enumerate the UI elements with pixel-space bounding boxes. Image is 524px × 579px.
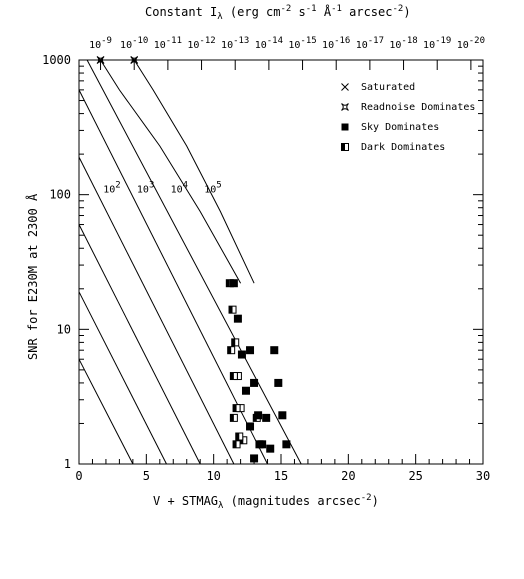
curve-label: 103 [137,181,154,196]
y-axis-label: SNR for E230M at 2300 Å [25,193,40,360]
snr-curve [78,224,201,465]
y-tick-label: 10 [57,322,71,336]
top-tick-label: 10-19 [423,36,451,51]
sky-dominates-marker [270,346,279,355]
top-tick-label: 10-9 [89,36,112,51]
axes: 0 5 10 15 20 25 30 1 10 100 1000 10-9 10-10 10-11 10-1… [42,36,490,483]
sky-dominates-marker [282,440,291,449]
sky-dominates-marker [250,454,259,463]
y-tick-label: 1 [64,457,71,471]
curve-label: 102 [103,181,120,196]
sky-dominates-marker [246,422,255,431]
dark-dominates-marker-fill [233,440,237,448]
sky-dominates-marker [233,314,242,323]
snr-curve [78,291,167,465]
x-tick-label: 20 [341,469,355,483]
snr-curve [133,59,255,284]
x-tick-label: 25 [408,469,422,483]
sky-dominates-marker [274,378,283,387]
top-tick-label: 10-17 [356,36,384,51]
dark-dominates-marker-fill [230,414,234,422]
y-tick-label: 1000 [42,53,71,67]
curve-label: 105 [204,181,221,196]
legend-label: Readnoise Dominates [361,102,475,113]
top-tick-label: 10-15 [288,36,316,51]
legend-symbol-dark-fill [341,143,345,151]
sky-dominates-marker [229,279,238,288]
legend-symbol-sky [341,123,349,131]
sky-dominates-marker [266,444,275,453]
top-tick-label: 10-16 [322,36,350,51]
top-tick-label: 10-20 [457,36,485,51]
legend-label: Dark Dominates [361,142,445,153]
dark-dominates-marker-fill [231,338,236,346]
sky-dominates-marker [250,378,259,387]
x-tick-label: 30 [476,469,490,483]
top-tick-label: 10-12 [187,36,215,51]
sky-dominates-marker [254,411,263,420]
legend: Saturated Readnoise Dominates Sky Dominate… [341,82,475,153]
dark-dominates-marker-fill [235,433,240,441]
snr-curve [78,89,268,465]
sky-dominates-marker [258,440,267,449]
plot-frame [78,59,484,465]
curve-label: 104 [171,181,188,196]
top-tick-label: 10-10 [120,36,148,51]
readnoise-marker [130,56,139,64]
snr-curve [86,59,302,465]
x-tick-label: 15 [274,469,288,483]
markers [96,56,291,463]
legend-symbol-saturated [341,83,349,91]
curve-labels: 102 103 104 105 [103,181,221,196]
top-tick-label: 10-11 [154,36,182,51]
x-axis-label: V + STMAGλ (magnitudes arcsec-2) [153,493,379,511]
y-tick-label: 100 [49,188,71,202]
dark-dominates-marker-fill [255,440,260,448]
x-tick-label: 0 [75,469,82,483]
sky-dominates-marker [241,386,250,395]
top-tick-label: 10-18 [389,36,417,51]
snr-curve [78,358,134,465]
legend-label: Sky Dominates [361,122,439,133]
sky-dominates-marker [237,350,246,359]
dark-dominates-marker-fill [233,404,237,412]
legend-symbol-readnoise [341,103,349,111]
top-tick-label: 10-14 [255,36,283,51]
legend-label: Saturated [361,82,415,93]
x-tick-label: 5 [143,469,150,483]
snr-curve [100,59,242,284]
x-tick-label: 10 [206,469,220,483]
chart-title: Constant Iλ (erg cm-2 s-1 Å-1 arcsec-2) [145,4,411,22]
dark-dominates-marker-fill [226,279,230,287]
sky-dominates-marker [262,413,271,422]
top-tick-label: 10-13 [221,36,249,51]
dark-dominates-marker-fill [227,346,232,354]
sky-dominates-marker [278,411,287,420]
curves [78,59,302,465]
dark-dominates-marker-fill [229,306,233,314]
dark-dominates-marker-fill [230,372,234,380]
sky-dominates-marker [246,346,255,355]
snr-curve [78,156,235,465]
